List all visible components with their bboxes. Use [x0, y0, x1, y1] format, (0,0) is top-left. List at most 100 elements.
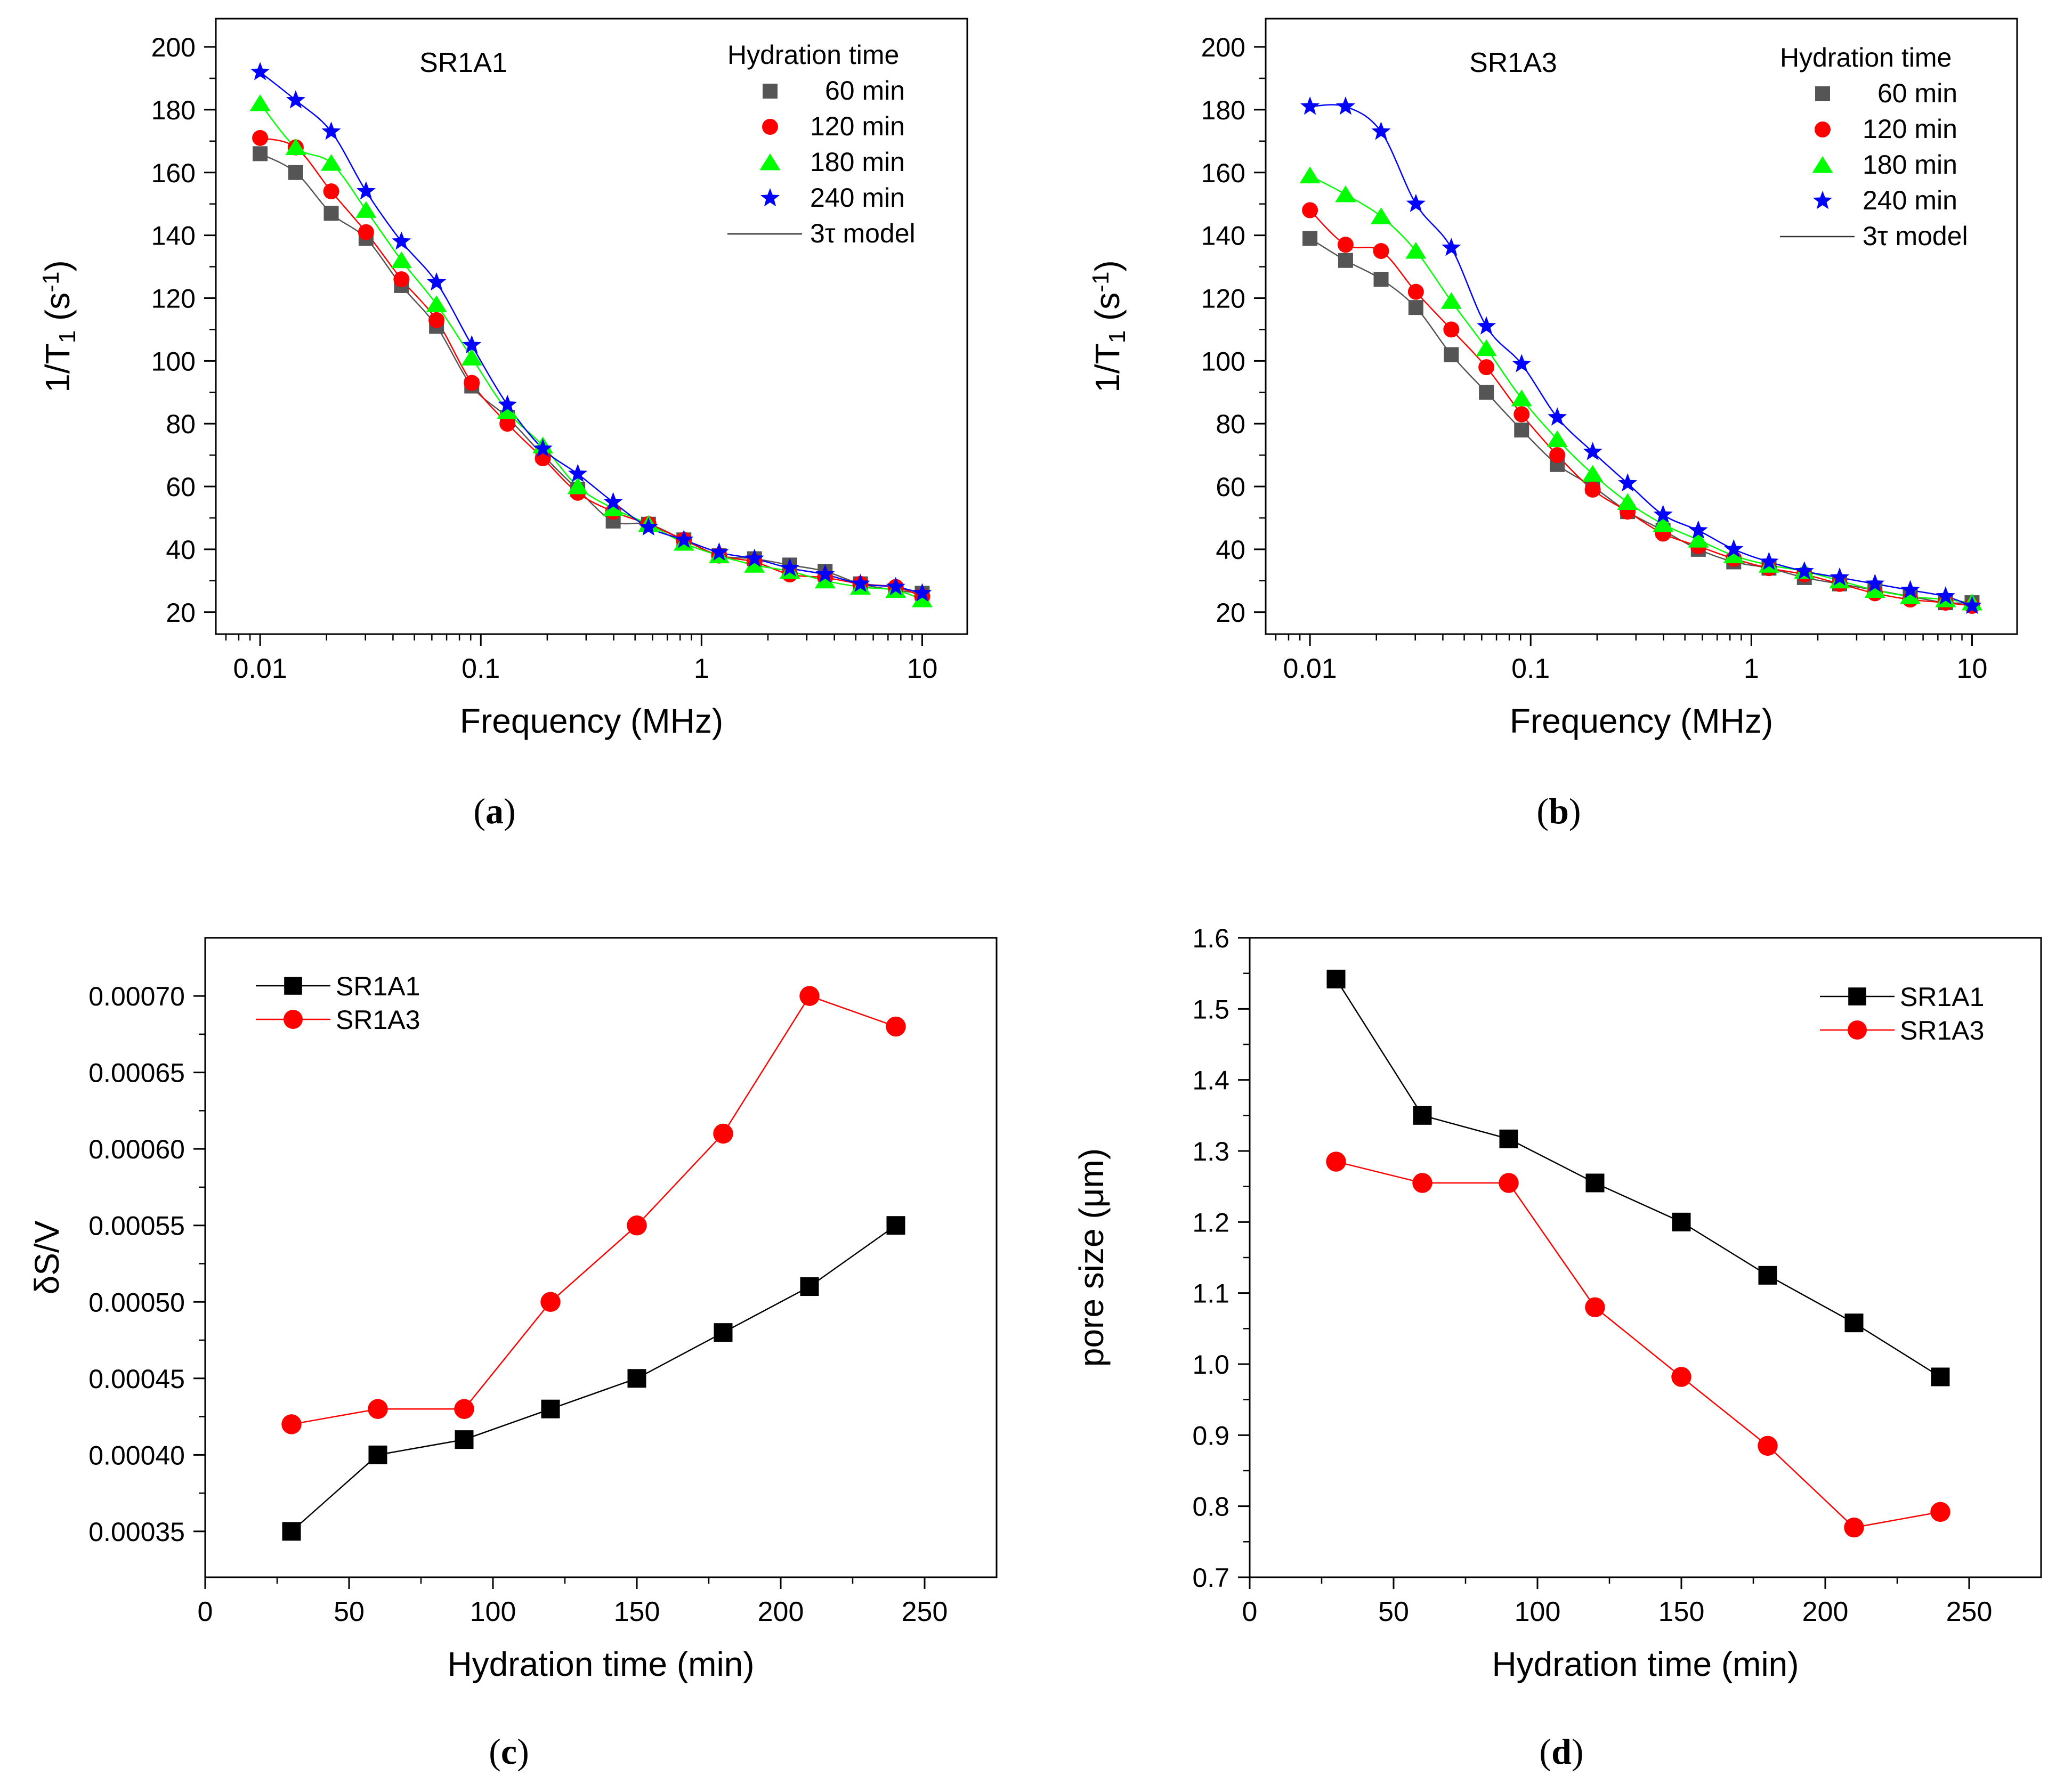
- data-point: [1653, 505, 1673, 523]
- data-point: [286, 90, 305, 109]
- x-tick-label: 0: [198, 1596, 213, 1627]
- data-point: [714, 1323, 733, 1342]
- y-axis-label-part: 1: [1104, 330, 1130, 343]
- data-point: [1476, 339, 1497, 356]
- data-point: [744, 548, 764, 567]
- data-point: [462, 335, 482, 354]
- panel-label: (c): [489, 1731, 529, 1772]
- legend-entry: 180 min: [810, 147, 905, 177]
- model-fit-curve: [1309, 209, 1972, 607]
- data-point: [1478, 359, 1495, 376]
- data-point: [1371, 121, 1391, 140]
- chart-title: SR1A3: [1469, 47, 1557, 78]
- legend-title: Hydration time: [727, 40, 899, 70]
- y-tick-label: 0.7: [1192, 1563, 1229, 1593]
- y-axis-label: pore size (μm): [1072, 1148, 1111, 1367]
- data-point: [252, 129, 269, 146]
- panel-label-close: ): [504, 791, 516, 831]
- data-point: [253, 146, 268, 161]
- data-point: [1299, 166, 1321, 184]
- legend-marker: [759, 153, 781, 171]
- x-tick-label: 100: [1515, 1596, 1561, 1627]
- y-axis-label-part: (s: [1088, 293, 1127, 330]
- legend-marker: [284, 977, 302, 995]
- legend-entry: SR1A3: [336, 1005, 420, 1035]
- legend-entry: SR1A1: [336, 971, 420, 1001]
- data-point: [323, 183, 339, 200]
- panel-label-open: (: [473, 791, 485, 831]
- data-point: [428, 312, 445, 328]
- y-tick-label: 140: [151, 221, 196, 251]
- data-point: [358, 224, 374, 240]
- legend-entry: 240 min: [1863, 185, 1957, 215]
- data-point: [356, 181, 376, 200]
- legend: SR1A1 SR1A3: [256, 971, 420, 1035]
- data-point: [1724, 539, 1744, 558]
- panel-label-letter: d: [1551, 1731, 1572, 1772]
- data-point: [744, 556, 765, 573]
- legend-marker: [760, 188, 780, 207]
- x-tick-label: 10: [907, 653, 938, 684]
- data-point: [454, 1399, 474, 1419]
- y-tick-label: 0.00055: [88, 1211, 185, 1241]
- data-point: [461, 348, 482, 366]
- data-point: [1759, 552, 1779, 570]
- data-point: [1337, 237, 1354, 253]
- x-axis-label: Hydration time (min): [447, 1645, 754, 1683]
- panel-label-close: ): [1572, 1731, 1584, 1772]
- y-tick-label: 0.00035: [88, 1517, 185, 1547]
- data-point: [1900, 580, 1920, 598]
- x-tick-label: 1: [694, 653, 709, 684]
- x-tick-label: 250: [902, 1596, 948, 1627]
- model-fit-curve: [1310, 104, 1972, 607]
- data-point: [1326, 969, 1346, 988]
- data-point: [1512, 354, 1532, 372]
- x-axis-label: Hydration time (min): [1492, 1645, 1799, 1683]
- y-tick-label: 0.00065: [88, 1058, 185, 1088]
- y-axis-label-part: ): [1088, 260, 1127, 271]
- y-axis-label: 1/T1 (s-1): [1088, 260, 1130, 392]
- data-point: [1758, 1266, 1777, 1285]
- legend-title: Hydration time: [1780, 43, 1952, 72]
- data-point: [1931, 1367, 1950, 1386]
- y-tick-label: 80: [166, 409, 196, 439]
- data-point: [1511, 390, 1532, 407]
- series-line: [291, 1225, 896, 1532]
- data-point: [1549, 447, 1566, 464]
- data-point: [1335, 96, 1355, 115]
- data-point: [1302, 202, 1318, 218]
- data-point: [674, 530, 694, 548]
- x-tick-label: 0.01: [233, 653, 287, 684]
- data-point: [368, 1399, 388, 1419]
- x-axis-label: Frequency (MHz): [460, 702, 723, 740]
- data-point: [851, 573, 870, 593]
- plot-frame: [215, 18, 968, 635]
- data-point: [780, 558, 800, 577]
- data-point: [1499, 1173, 1519, 1193]
- data-point: [391, 251, 412, 269]
- data-point: [1671, 1367, 1691, 1387]
- data-point: [540, 1292, 561, 1312]
- data-point: [567, 477, 588, 494]
- y-tick-label: 160: [1201, 158, 1245, 188]
- data-point: [250, 62, 270, 80]
- y-tick-label: 200: [151, 33, 196, 62]
- data-point: [497, 402, 518, 419]
- y-tick-label: 0.00045: [88, 1364, 185, 1394]
- y-tick-label: 20: [166, 598, 196, 628]
- data-point: [1442, 238, 1461, 256]
- legend-entry: 60 min: [825, 76, 905, 106]
- data-point: [1373, 272, 1389, 287]
- panel-label-close: ): [517, 1731, 529, 1772]
- y-tick-label: 60: [166, 472, 196, 502]
- y-tick-label: 1.0: [1192, 1350, 1229, 1380]
- y-axis-label-part: -1: [1088, 272, 1114, 293]
- legend-marker: [763, 84, 778, 99]
- y-tick-label: 20: [1216, 598, 1245, 628]
- data-point: [603, 492, 623, 510]
- data-point: [285, 138, 306, 156]
- x-tick-label: 50: [334, 1596, 365, 1627]
- data-point: [1443, 321, 1460, 338]
- data-point: [814, 571, 836, 589]
- data-point: [1617, 493, 1638, 510]
